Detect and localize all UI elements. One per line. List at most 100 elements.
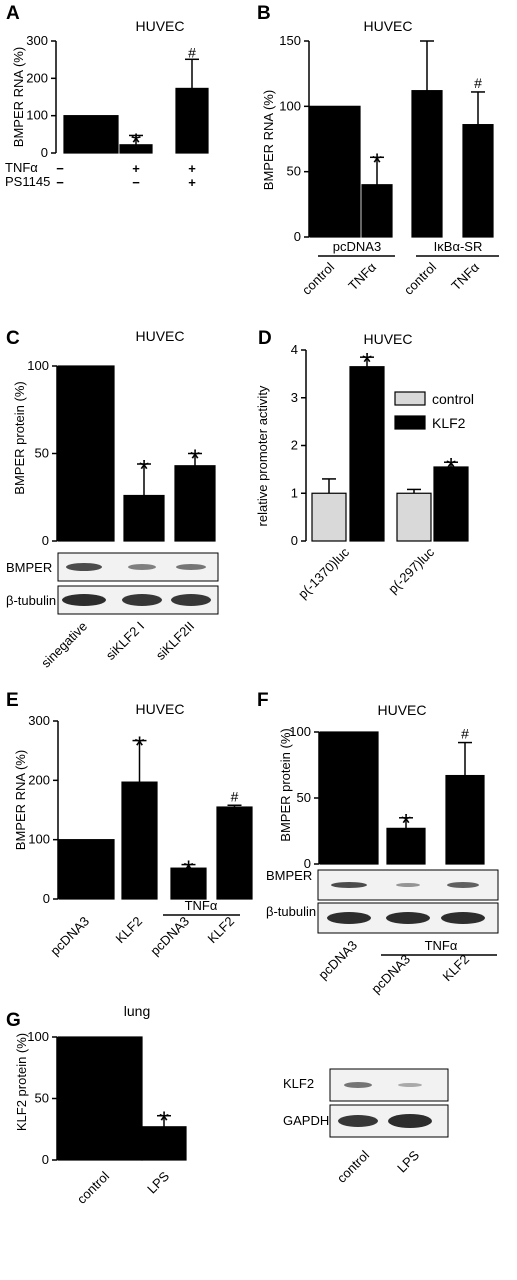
- y-tick-label: 300: [26, 33, 48, 48]
- blot-bmper-band: [66, 563, 102, 571]
- blot-tubulin-band: [62, 594, 106, 606]
- significance-marker: #: [474, 75, 482, 91]
- blot-category-label: control: [334, 1147, 372, 1185]
- bar: [141, 1126, 187, 1161]
- significance-marker: *: [362, 347, 372, 377]
- y-tick-label: 100: [28, 832, 50, 847]
- bar: [361, 184, 393, 238]
- y-axis-label: BMPER RNA (%): [11, 47, 26, 147]
- blot-bmper-band: [176, 564, 206, 570]
- bar-control: [311, 492, 347, 542]
- y-axis-label: BMPER protein (%): [12, 381, 27, 494]
- blot-bmper-band: [128, 564, 156, 570]
- category-label: KLF2: [205, 914, 238, 947]
- blot-tubulin-band: [327, 912, 371, 924]
- panel-title: HUVEC: [135, 328, 184, 344]
- panel-title: lung: [124, 1003, 150, 1019]
- significance-marker: *: [159, 1106, 169, 1136]
- significance-marker: *: [190, 444, 200, 474]
- group-label: IκBα-SR: [434, 239, 483, 254]
- blot-label: β-tubulin: [266, 904, 316, 919]
- panel-label: F: [257, 690, 269, 711]
- blot-category-label: LPS: [394, 1147, 422, 1175]
- y-tick-label: 0: [43, 891, 50, 906]
- category-label: KLF2: [440, 952, 473, 985]
- y-tick-label: 100: [289, 724, 311, 739]
- bar: [445, 774, 485, 865]
- significance-marker: #: [188, 44, 196, 60]
- blot-tubulin-band: [171, 594, 211, 606]
- group-label: pcDNA3: [333, 239, 381, 254]
- y-tick-label: 0: [42, 533, 49, 548]
- blot-tubulin-band: [122, 594, 162, 606]
- blot-tubulin-band: [441, 912, 485, 924]
- condition-sign: −: [56, 175, 64, 190]
- category-label: TNFα: [345, 259, 379, 293]
- y-tick-label: 0: [291, 533, 298, 548]
- bar: [57, 365, 115, 542]
- significance-marker: *: [134, 731, 144, 761]
- blot-label: BMPER: [266, 868, 312, 883]
- y-tick-label: 3: [291, 390, 298, 405]
- bar: [309, 105, 361, 238]
- y-tick-label: 150: [279, 33, 301, 48]
- category-label: KLF2: [113, 914, 146, 947]
- significance-marker: #: [231, 788, 239, 804]
- y-tick-label: 100: [27, 358, 49, 373]
- y-tick-label: 2: [291, 438, 298, 453]
- category-label: control: [299, 259, 337, 297]
- bar-KLF2: [349, 366, 385, 542]
- significance-marker: *: [183, 855, 193, 885]
- y-tick-label: 100: [27, 1029, 49, 1044]
- y-axis-label: KLF2 protein (%): [14, 1033, 29, 1131]
- blot-label: β-tubulin: [6, 593, 56, 608]
- panel-title: HUVEC: [363, 18, 412, 34]
- category-label: p(-1370)luc: [295, 544, 352, 601]
- panel-label: D: [258, 328, 272, 349]
- blot-label: BMPER: [6, 560, 52, 575]
- legend-label: KLF2: [432, 415, 466, 431]
- group-label: TNFα: [185, 898, 218, 913]
- legend-swatch: [394, 391, 426, 406]
- y-axis-label: relative promoter activity: [255, 385, 270, 526]
- y-tick-label: 0: [294, 229, 301, 244]
- y-tick-label: 50: [35, 446, 49, 461]
- y-axis-label: BMPER RNA (%): [13, 750, 28, 850]
- y-tick-label: 100: [279, 98, 301, 113]
- panel-label: G: [6, 1010, 21, 1031]
- y-tick-label: 1: [291, 485, 298, 500]
- panel-label: E: [6, 690, 19, 711]
- blot-gapdh-band: [388, 1114, 432, 1128]
- category-label: control: [74, 1168, 112, 1206]
- blot-tubulin-band: [386, 912, 430, 924]
- y-tick-label: 200: [28, 772, 50, 787]
- bar: [216, 806, 253, 900]
- blot-label: KLF2: [283, 1076, 314, 1091]
- y-tick-label: 50: [35, 1091, 49, 1106]
- significance-marker: *: [372, 147, 382, 177]
- y-tick-label: 100: [26, 108, 48, 123]
- y-tick-label: 50: [297, 790, 311, 805]
- category-label: siKLF2 I: [103, 619, 147, 663]
- condition-sign: +: [188, 175, 196, 190]
- blot-gapdh-band: [338, 1115, 378, 1127]
- significance-marker: *: [401, 808, 411, 838]
- bar: [170, 867, 207, 900]
- category-label: siKLF2II: [153, 619, 197, 663]
- category-label: TNFα: [448, 259, 482, 293]
- bar: [175, 87, 209, 154]
- bar: [174, 465, 216, 542]
- category-label: p(-297)luc: [385, 544, 437, 596]
- panel-label: A: [6, 3, 20, 24]
- category-label: pcDNA3: [315, 938, 360, 983]
- significance-marker: *: [446, 452, 456, 482]
- significance-marker: *: [131, 127, 141, 157]
- condition-sign: −: [132, 175, 140, 190]
- panel-title: HUVEC: [135, 701, 184, 717]
- blot-klf2-band: [344, 1082, 372, 1088]
- condition-label: TNFα: [5, 160, 38, 175]
- category-label: pcDNA3: [147, 914, 192, 959]
- y-tick-label: 300: [28, 713, 50, 728]
- category-label: control: [401, 259, 439, 297]
